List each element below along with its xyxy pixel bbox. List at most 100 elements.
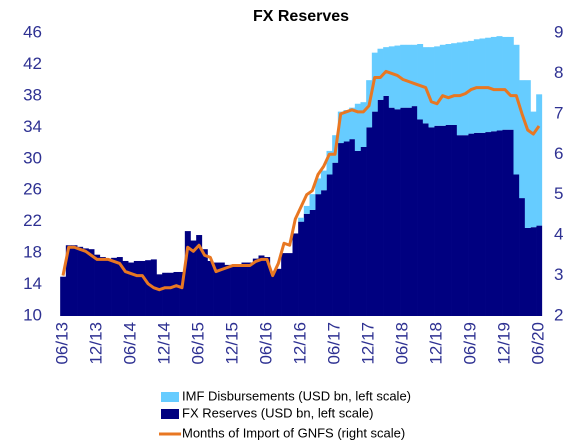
legend-label: FX Reserves (USD bn, left scale): [182, 405, 373, 420]
x-tick-label: 06/19: [460, 322, 479, 365]
bar: [451, 43, 458, 125]
x-tick-label: 12/19: [494, 322, 513, 365]
bar: [490, 36, 497, 132]
bar: [309, 209, 316, 316]
bar: [179, 271, 186, 316]
bar: [524, 227, 531, 316]
bar: [479, 38, 486, 133]
bar: [354, 150, 361, 316]
x-tick-label: 06/17: [324, 322, 343, 365]
bar: [264, 257, 271, 316]
bar: [530, 111, 537, 228]
legend-label: Months of Import of GNFS (right scale): [182, 425, 405, 440]
y-tick-label: 26: [23, 180, 42, 199]
bar: [496, 36, 503, 131]
bar: [388, 107, 395, 316]
x-tick-label: 06/16: [256, 322, 275, 365]
bar: [298, 217, 305, 222]
bar: [326, 150, 333, 175]
bar: [536, 94, 543, 226]
bar: [388, 46, 395, 108]
line: [61, 69, 541, 292]
bar: [400, 107, 407, 316]
bar: [371, 111, 378, 316]
bar: [445, 44, 452, 125]
bar: [354, 103, 361, 151]
bar: [309, 194, 316, 210]
y2-tick-label: 8: [554, 63, 563, 82]
bar: [524, 80, 531, 228]
bar: [116, 257, 123, 316]
bar: [201, 249, 208, 316]
bar: [377, 99, 384, 316]
y2-tick-label: 5: [554, 184, 563, 203]
bar: [167, 272, 174, 316]
legend-swatch: [161, 392, 179, 402]
bar: [88, 249, 95, 316]
bar: [513, 174, 520, 316]
bar: [400, 44, 407, 108]
bar: [196, 235, 203, 316]
bar: [139, 260, 146, 316]
bar: [77, 246, 84, 316]
bar: [462, 135, 469, 316]
bar: [122, 260, 129, 316]
bar: [507, 129, 514, 316]
bar: [468, 40, 475, 134]
y2-tick-label: 3: [554, 265, 563, 284]
bar: [281, 253, 288, 316]
bar: [439, 125, 446, 316]
x-tick-label: 06/18: [392, 322, 411, 365]
bar: [94, 254, 101, 316]
bar: [536, 225, 543, 316]
y2-tick-label: 7: [554, 103, 563, 122]
y2-tick-label: 4: [554, 225, 563, 244]
bar: [439, 44, 446, 126]
bar: [451, 124, 458, 316]
bar: [394, 45, 401, 110]
chart-title: FX Reserves: [253, 8, 349, 25]
bar: [519, 198, 526, 316]
bar: [502, 129, 509, 316]
bar: [349, 139, 356, 316]
bar: [422, 47, 429, 124]
bar: [434, 46, 441, 126]
x-tick-label: 12/16: [290, 322, 309, 365]
bar: [394, 109, 401, 316]
y-tick-label: 38: [23, 85, 42, 104]
bar: [332, 162, 339, 316]
y2-tick-label: 9: [554, 22, 563, 41]
bar: [502, 36, 509, 130]
bar: [468, 133, 475, 316]
legend-swatch: [161, 409, 179, 419]
x-tick-label: 06/14: [120, 322, 139, 365]
bar: [507, 36, 514, 130]
bar: [105, 258, 112, 316]
bar: [320, 170, 327, 191]
bar: [315, 178, 322, 195]
bar: [218, 262, 225, 316]
x-tick-label: 12/17: [358, 322, 377, 365]
bar: [286, 253, 293, 316]
bar: [337, 143, 344, 316]
bar: [128, 262, 135, 316]
bar: [343, 141, 350, 316]
bar: [343, 110, 350, 142]
bar: [162, 272, 169, 316]
y-tick-label: 10: [23, 305, 42, 324]
bar: [462, 41, 469, 136]
y-tick-label: 22: [23, 211, 42, 230]
legend-label: IMF Disbursements (USD bn, left scale): [182, 388, 411, 403]
bar: [422, 123, 429, 317]
y2-tick-label: 6: [554, 144, 563, 163]
bar: [383, 95, 390, 316]
y-tick-label: 30: [23, 148, 42, 167]
bar: [456, 42, 463, 136]
bar: [258, 255, 265, 316]
bar: [405, 107, 412, 316]
y-tick-label: 34: [23, 117, 42, 136]
bar: [184, 231, 191, 316]
bar: [247, 262, 254, 316]
x-tick-label: 06/15: [188, 322, 207, 365]
y-tick-label: 18: [23, 243, 42, 262]
